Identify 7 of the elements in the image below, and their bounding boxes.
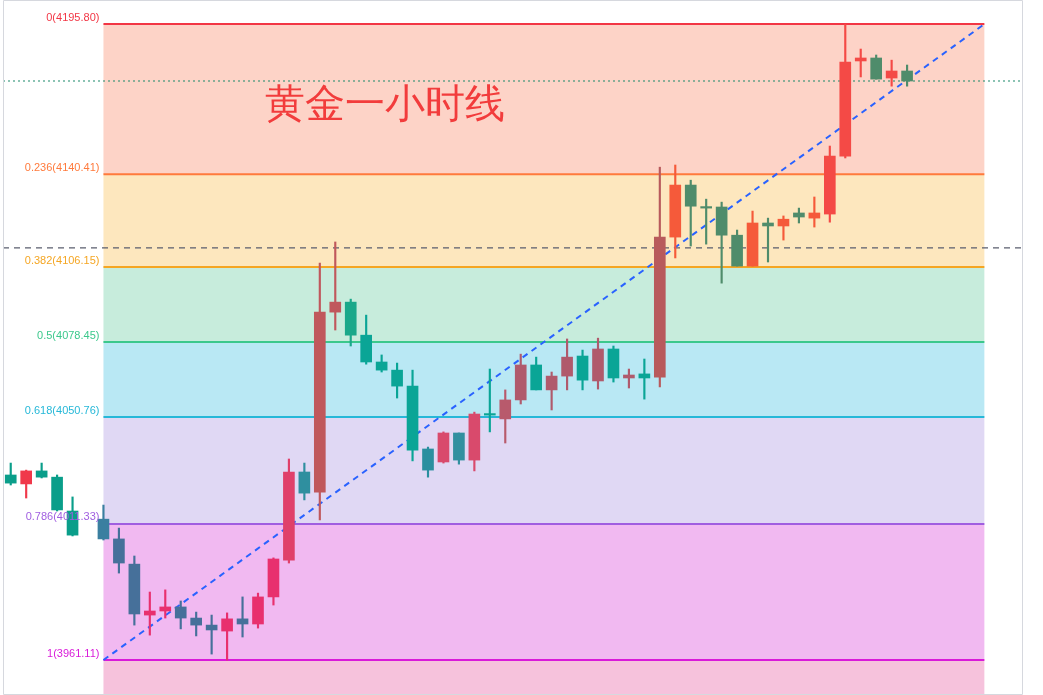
ref-line-label: 0.5(4078.45) bbox=[37, 328, 100, 341]
ref-line-label: 0.382(4106.15) bbox=[24, 253, 100, 266]
ref-line-label: 0(4195.80) bbox=[46, 10, 100, 23]
text: 黄金一小时线 bbox=[265, 79, 505, 128]
ref-line-label: 0.618(4050.76) bbox=[24, 403, 100, 416]
ref-line-label: 0.236(4140.41) bbox=[24, 160, 100, 173]
ref-line-label: 1(3961.11) bbox=[47, 646, 100, 659]
